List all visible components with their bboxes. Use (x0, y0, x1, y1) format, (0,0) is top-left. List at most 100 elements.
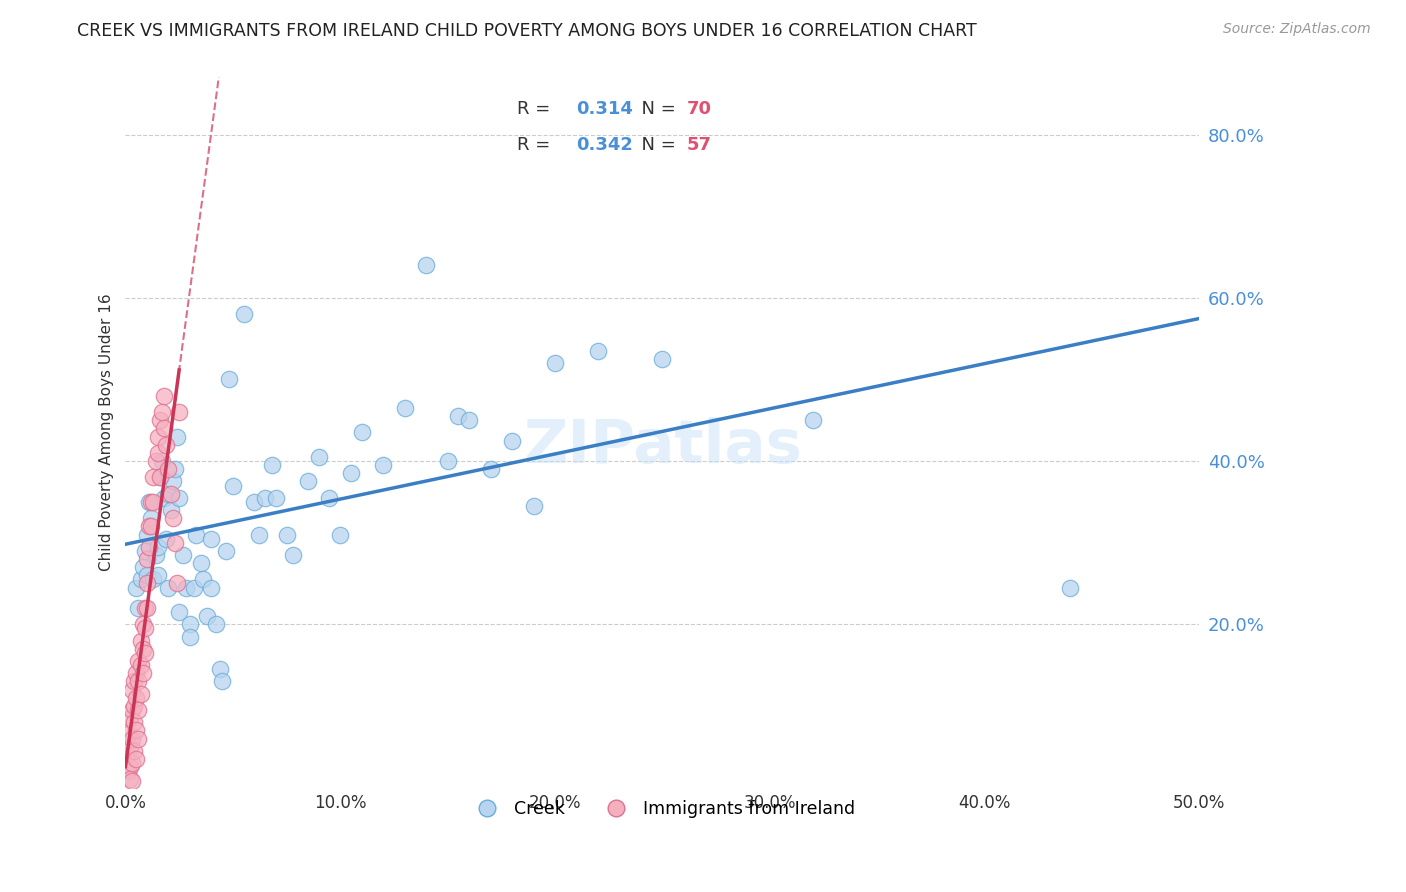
Point (150, 454, 173, 468)
Point (125, 723, 148, 738)
Point (162, 475, 184, 489)
Point (166, 576, 188, 591)
Point (183, 581, 205, 595)
Point (415, 258, 437, 272)
Point (149, 470, 172, 484)
Point (127, 601, 149, 615)
Point (145, 454, 167, 468)
Point (141, 519, 163, 533)
Point (308, 450, 330, 464)
Point (260, 458, 283, 472)
Point (222, 478, 245, 492)
Point (138, 540, 160, 554)
Point (122, 674, 145, 689)
Point (167, 405, 190, 419)
Point (501, 434, 523, 448)
Point (218, 372, 240, 386)
Point (146, 429, 169, 443)
Point (179, 630, 201, 644)
Text: 0.314: 0.314 (576, 101, 633, 119)
Point (281, 548, 304, 562)
Point (394, 401, 416, 415)
Point (373, 458, 395, 472)
Point (134, 646, 156, 660)
Point (136, 576, 159, 591)
Point (172, 548, 194, 562)
Point (121, 682, 143, 697)
Point (142, 470, 165, 484)
Point (215, 544, 238, 558)
Point (118, 739, 141, 754)
Text: R =: R = (517, 101, 557, 119)
Point (118, 760, 141, 774)
Point (142, 573, 165, 587)
Point (121, 756, 143, 770)
Point (127, 674, 149, 689)
Point (167, 605, 190, 619)
Point (117, 727, 139, 741)
Point (142, 495, 165, 509)
Point (146, 568, 169, 582)
Point (190, 556, 212, 570)
Point (117, 747, 139, 762)
Point (163, 535, 186, 549)
Point (125, 666, 148, 681)
Point (129, 687, 152, 701)
Point (166, 429, 188, 443)
Point (125, 752, 148, 766)
Point (129, 633, 152, 648)
Point (127, 654, 149, 668)
Point (122, 715, 145, 730)
Point (141, 495, 163, 509)
Point (131, 641, 153, 656)
Point (200, 581, 222, 595)
Point (122, 744, 145, 758)
Point (447, 409, 470, 424)
Point (157, 486, 180, 500)
Point (134, 544, 156, 558)
Point (153, 491, 176, 505)
Point (544, 356, 567, 370)
Point (118, 711, 141, 725)
Point (191, 573, 214, 587)
Point (159, 486, 181, 500)
Point (586, 343, 609, 358)
Point (1059, 581, 1081, 595)
Point (129, 658, 152, 673)
Point (479, 462, 502, 476)
Point (801, 413, 824, 427)
Point (146, 446, 169, 460)
Point (340, 467, 363, 481)
Point (276, 527, 298, 541)
Point (329, 527, 352, 541)
Point (254, 491, 277, 505)
Point (153, 389, 176, 403)
Point (136, 552, 159, 566)
Text: 70: 70 (688, 101, 711, 119)
Point (179, 617, 201, 632)
Text: N =: N = (630, 101, 682, 119)
Point (243, 495, 266, 509)
Point (157, 581, 180, 595)
Point (157, 462, 180, 476)
Point (208, 662, 231, 676)
Point (159, 503, 181, 517)
Point (162, 511, 184, 525)
Point (195, 609, 218, 624)
Point (141, 511, 163, 525)
Point (153, 421, 176, 435)
Point (297, 475, 319, 489)
Point (247, 527, 270, 541)
Point (127, 731, 149, 746)
Point (138, 519, 160, 533)
Point (117, 764, 139, 779)
Point (131, 666, 153, 681)
Point (200, 532, 222, 546)
Point (125, 581, 148, 595)
Text: R =: R = (517, 136, 557, 154)
Point (149, 413, 172, 427)
Point (167, 491, 190, 505)
Text: ZIPatlas: ZIPatlas (523, 417, 801, 476)
Point (121, 731, 143, 746)
Point (522, 499, 544, 513)
